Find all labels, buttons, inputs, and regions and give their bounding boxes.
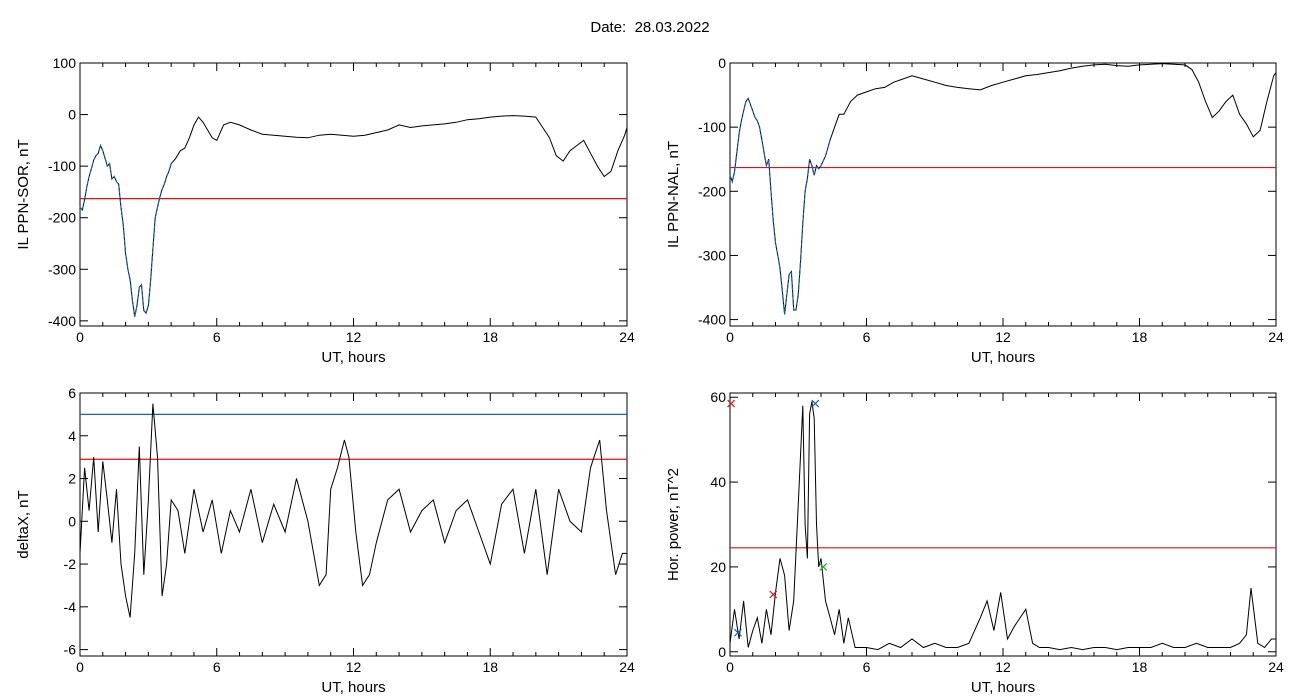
y-axis-label: IL PPN-NAL, nT: [665, 141, 682, 248]
chart-p1: 0 6 12 18 24 100 0 -100 -200 -300 -400 UT, hours IL …: [15, 55, 635, 366]
date-header: Date: 28.03.2022: [0, 19, 1300, 36]
y-tick-label: 100: [53, 55, 77, 71]
x-tick-label: 24: [1268, 659, 1284, 675]
y-tick-label: 0: [718, 55, 726, 71]
y-axis-label: deltaX, nT: [15, 490, 32, 558]
y-tick-label: -6: [64, 642, 77, 658]
y-tick-label: 2: [68, 471, 76, 487]
y-tick-label: -200: [48, 210, 76, 226]
data-marker: [819, 562, 828, 571]
date-label: Date:: [590, 19, 627, 36]
x-axis-label: UT, hours: [971, 679, 1035, 696]
y-tick-label: -300: [48, 261, 76, 277]
x-tick-label: 6: [213, 659, 221, 675]
data-marker: [734, 628, 742, 637]
highlight-segment: [79, 143, 172, 317]
x-tick-label: 24: [619, 659, 635, 675]
series-line: [729, 63, 1277, 315]
y-tick-label: -100: [48, 158, 76, 174]
y-tick-label: 60: [710, 389, 726, 405]
marker-stroke: [734, 628, 742, 637]
x-axis-label: UT, hours: [321, 679, 385, 696]
data-marker: [727, 399, 736, 408]
y-tick-label: 0: [68, 513, 76, 529]
y-tick-label: 0: [68, 107, 76, 123]
y-tick-label: 4: [68, 428, 76, 444]
series-line: [79, 403, 627, 618]
x-tick-label: 0: [76, 329, 84, 345]
series-line: [79, 115, 628, 317]
y-axis-label: IL PPN-SOR, nT: [15, 139, 32, 249]
y-tick-label: -4: [64, 599, 77, 615]
y-axis-label: Hor. power, nT^2: [665, 468, 682, 581]
y-tick-label: 20: [710, 559, 726, 575]
y-tick-label: -2: [64, 556, 77, 572]
x-tick-label: 24: [619, 329, 635, 345]
y-tick-label: 0: [718, 644, 726, 660]
series-line: [729, 401, 1276, 651]
x-tick-label: 6: [213, 329, 221, 345]
date-value: 28.03.2022: [634, 19, 710, 36]
x-tick-label: 6: [863, 329, 871, 345]
data-marker: [769, 590, 778, 599]
plot-frame: [729, 62, 1277, 327]
x-tick-label: 0: [726, 329, 734, 345]
marker-stroke: [811, 399, 820, 408]
x-tick-label: 18: [1132, 659, 1148, 675]
chart-p4: 0 6 12 18 24 60 40 20 0 UT, hours Hor. power, nT^2: [665, 389, 1284, 696]
chart-p2: 0 6 12 18 24 0 -100 -200 -300 -400 UT, hours IL PPN…: [665, 55, 1284, 366]
x-tick-label: 12: [995, 329, 1011, 345]
y-tick-label: -200: [698, 183, 726, 199]
highlight-segment: [729, 97, 831, 315]
plot-frame: [729, 392, 1277, 657]
plot-frame: [79, 62, 628, 327]
x-tick-label: 6: [863, 659, 871, 675]
marker-stroke: [769, 590, 778, 599]
x-tick-label: 18: [482, 329, 498, 345]
x-tick-label: 12: [346, 329, 362, 345]
x-tick-label: 18: [1132, 329, 1148, 345]
y-tick-label: -100: [698, 119, 726, 135]
y-tick-label: -300: [698, 247, 726, 263]
x-tick-label: 12: [995, 659, 1011, 675]
x-axis-label: UT, hours: [971, 349, 1035, 366]
x-axis-label: UT, hours: [321, 349, 385, 366]
x-tick-label: 0: [726, 659, 734, 675]
marker-stroke: [819, 562, 828, 571]
data-marker: [811, 399, 820, 408]
plot-frame: [79, 392, 628, 657]
y-tick-label: 40: [710, 474, 726, 490]
y-tick-label: -400: [48, 313, 76, 329]
x-tick-label: 18: [482, 659, 498, 675]
x-tick-label: 0: [76, 659, 84, 675]
y-tick-label: 6: [68, 385, 76, 401]
x-tick-label: 24: [1268, 329, 1284, 345]
marker-stroke: [727, 399, 736, 408]
y-tick-label: -400: [698, 312, 726, 328]
chart-p3: 0 6 12 18 24 6 4 2 0 -2 -4 -6 UT, hours deltaX, nT: [15, 385, 635, 696]
x-tick-label: 12: [346, 659, 362, 675]
